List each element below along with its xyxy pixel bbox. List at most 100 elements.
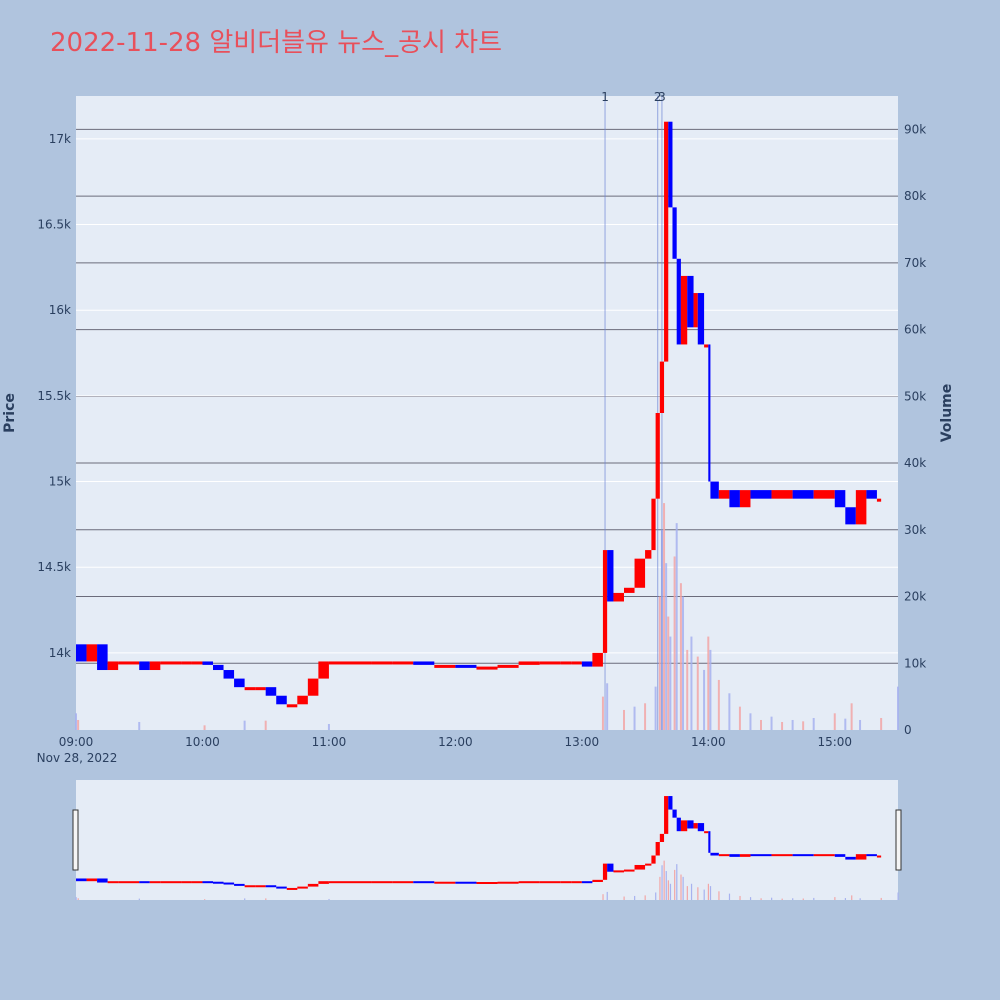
mini-price-candle	[234, 884, 245, 886]
volume-bar	[663, 503, 665, 730]
price-candle	[202, 661, 213, 664]
volume-bar	[844, 719, 846, 730]
price-candle	[845, 507, 856, 524]
mini-volume-bar	[666, 871, 667, 900]
mini-volume-bar	[680, 875, 681, 900]
mini-price-candle	[297, 887, 308, 889]
mini-price-candle	[740, 854, 751, 857]
mini-price-candle	[729, 854, 740, 857]
mini-price-candle	[87, 878, 98, 881]
volume-bar	[606, 683, 608, 730]
price-candle	[255, 687, 266, 690]
volume-bar	[813, 718, 815, 730]
mini-price-candle	[498, 882, 519, 884]
volume-bar	[667, 617, 669, 730]
mini-price-candle	[202, 881, 213, 883]
volume-bar	[686, 650, 688, 730]
mini-volume-bar	[845, 898, 846, 900]
mini-volume-bar	[881, 898, 882, 900]
volume-bar	[718, 680, 720, 730]
mini-price-candle	[694, 823, 698, 828]
mini-price-candle	[350, 881, 371, 883]
price-candle	[245, 687, 256, 690]
mini-price-candle	[287, 888, 298, 890]
mini-volume-bar	[139, 899, 140, 900]
price-candle	[710, 482, 718, 499]
mini-price-candle	[413, 881, 434, 883]
mini-price-candle	[651, 856, 655, 864]
volume-bar	[682, 597, 684, 730]
volume-bar	[749, 713, 751, 730]
mini-volume-bar	[704, 890, 705, 900]
volume-bar	[690, 637, 692, 730]
mini-volume-bar	[668, 880, 669, 900]
volume-tick-label: 60k	[904, 323, 926, 337]
price-candle	[694, 293, 698, 327]
mini-price-candle	[681, 820, 687, 831]
volume-tick-label: 40k	[904, 456, 926, 470]
mini-price-candle	[118, 881, 139, 883]
mini-price-candle	[719, 854, 730, 856]
mini-price-candle	[814, 854, 835, 856]
mini-volume-bar	[771, 898, 772, 900]
time-tick-label: 11:00	[312, 735, 347, 749]
price-candle	[877, 499, 881, 502]
volume-bar	[665, 563, 667, 730]
mini-volume-bar	[602, 894, 603, 900]
volume-bar	[676, 523, 678, 730]
price-candle	[856, 490, 867, 524]
price-candle	[571, 661, 582, 664]
price-candle	[668, 122, 672, 208]
price-candle	[97, 644, 108, 670]
mini-volume-bar	[697, 887, 698, 900]
mini-price-candle	[698, 823, 704, 831]
volume-bar	[792, 720, 794, 730]
mini-price-candle	[856, 854, 867, 859]
volume-tick-label: 50k	[904, 389, 926, 403]
mini-price-candle	[664, 796, 668, 834]
mini-price-candle	[160, 881, 181, 883]
mini-price-candle	[76, 878, 87, 881]
mini-price-candle	[455, 882, 476, 884]
mini-volume-bar	[674, 870, 675, 900]
price-candle	[181, 661, 192, 664]
mini-price-candle	[108, 881, 119, 883]
mini-price-candle	[181, 881, 192, 883]
mini-price-candle	[582, 881, 593, 883]
price-candle	[150, 661, 161, 670]
volume-bar	[760, 720, 762, 730]
price-candle	[224, 670, 235, 679]
price-tick-label: 16.5k	[37, 218, 71, 232]
mini-price-candle	[772, 854, 793, 856]
price-candle	[698, 293, 704, 344]
mini-volume-bar	[634, 896, 635, 900]
volume-bar	[834, 713, 836, 730]
time-tick-label: 12:00	[438, 735, 473, 749]
mini-volume-bar	[670, 884, 671, 900]
mini-price-candle	[708, 831, 710, 853]
mini-volume-bar	[803, 898, 804, 900]
plot-area[interactable]	[76, 96, 898, 730]
price-candle	[76, 644, 87, 661]
mini-volume-bar	[860, 898, 861, 900]
mini-volume-bar	[244, 898, 245, 900]
mini-volume-bar	[750, 897, 751, 900]
mini-price-candle	[710, 853, 718, 856]
range-slider-right-handle[interactable]	[896, 810, 901, 870]
mini-volume-bar	[691, 884, 692, 900]
mini-price-candle	[660, 834, 664, 842]
volume-bar	[897, 687, 899, 730]
mini-volume-bar	[607, 892, 608, 900]
volume-bar	[77, 720, 79, 730]
range-slider-left-handle[interactable]	[73, 810, 78, 870]
price-candle	[645, 550, 651, 559]
price-candle	[350, 661, 371, 664]
volume-bar	[244, 721, 246, 730]
mini-volume-bar	[664, 861, 665, 900]
time-axis: 09:00 10:00 11:00 12:00 13:00 14:00 15:00	[59, 735, 852, 749]
time-tick-label: 13:00	[565, 735, 600, 749]
volume-tick-label: 90k	[904, 122, 926, 136]
news-marker-label: 3	[658, 90, 666, 104]
mini-price-candle	[635, 865, 646, 870]
